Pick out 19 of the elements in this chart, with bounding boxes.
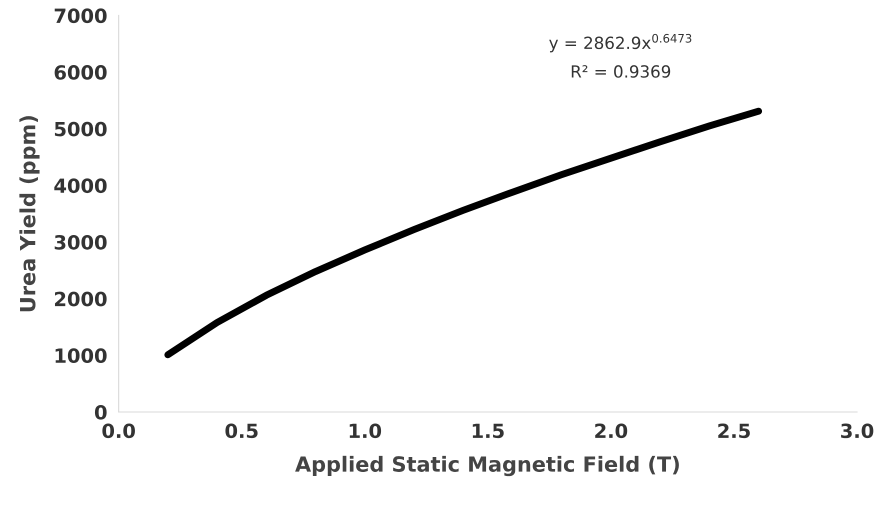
y-tick-label: 0 [94,404,107,420]
x-tick-label: 1.5 [472,424,504,438]
annotation: y = 2862.9x$^{0.6473}$ [549,34,692,52]
x-tick-label: 0.0 [102,423,135,438]
y-tick-label: 5000 [54,122,107,136]
x-tick-label: 0.5 [225,423,258,438]
y-tick-label: 2000 [54,292,107,306]
annotation: R² = 0.9369 [572,65,670,78]
x-axis-title: Applied Static Magnetic Field (T) [295,456,679,476]
y-tick-label: 3000 [54,235,107,250]
y-axis-title: Urea Yield (ppm) [19,116,40,312]
y-tick-label: 1000 [56,348,107,364]
y-tick-label: 4000 [54,178,107,194]
x-tick-label: 2.0 [595,423,628,438]
x-tick-label: 3.0 [841,423,874,438]
x-tick-label: 1.0 [350,423,382,438]
y-tick-label: 7000 [54,8,107,24]
x-tick-label: 2.5 [718,423,750,438]
y-tick-label: 6000 [54,65,107,80]
